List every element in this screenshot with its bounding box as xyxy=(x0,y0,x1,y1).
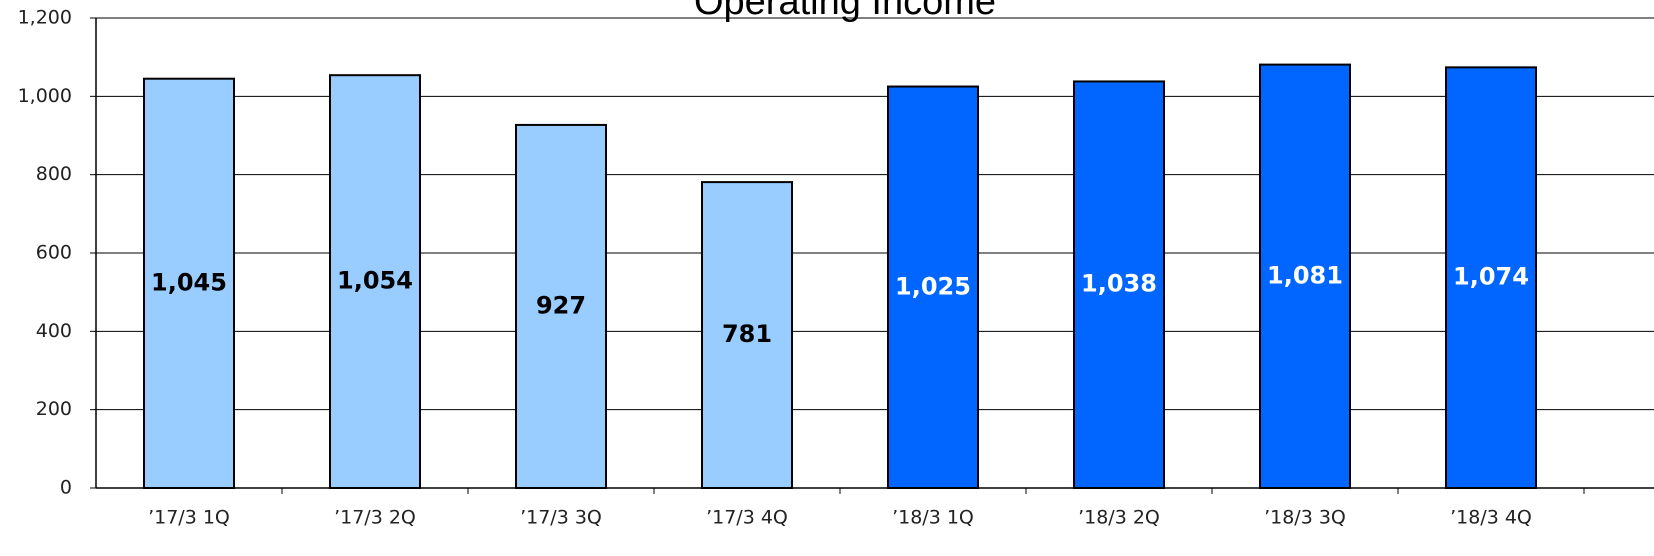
bar xyxy=(515,123,607,490)
value-label: 1,081 xyxy=(1267,261,1343,289)
bar xyxy=(1073,80,1165,489)
bar xyxy=(887,85,979,490)
y-tick-label: 0 xyxy=(60,477,72,499)
bar xyxy=(1259,63,1351,489)
value-label: 781 xyxy=(722,320,772,348)
x-tick-label: ’18/3 2Q xyxy=(1078,507,1160,529)
bar xyxy=(701,181,793,489)
value-label: 927 xyxy=(536,291,586,319)
y-tick-label: 800 xyxy=(36,163,72,185)
x-tick-label: ’18/3 4Q xyxy=(1450,507,1532,529)
value-label: 1,038 xyxy=(1081,270,1157,298)
value-label: 1,025 xyxy=(895,272,971,300)
x-tick-label: ’17/3 4Q xyxy=(706,507,788,529)
y-tick-label: 400 xyxy=(36,320,72,342)
value-label: 1,045 xyxy=(151,268,227,296)
value-label: 1,074 xyxy=(1453,263,1529,291)
x-tick-label: ’17/3 1Q xyxy=(148,507,230,529)
x-tick-label: ’18/3 1Q xyxy=(892,507,974,529)
bar xyxy=(143,77,235,489)
y-tick-label: 1,000 xyxy=(18,85,72,107)
bar xyxy=(329,74,421,490)
value-label: 1,054 xyxy=(337,267,413,295)
bar xyxy=(1445,66,1537,489)
chart-title: Operating Income xyxy=(694,0,996,23)
y-tick-label: 600 xyxy=(36,242,72,264)
y-tick-label: 200 xyxy=(36,398,72,420)
x-tick-label: ’17/3 2Q xyxy=(334,507,416,529)
x-tick-label: ’17/3 3Q xyxy=(520,507,602,529)
y-tick-label: 1,200 xyxy=(18,7,72,29)
x-tick-label: ’18/3 3Q xyxy=(1264,507,1346,529)
